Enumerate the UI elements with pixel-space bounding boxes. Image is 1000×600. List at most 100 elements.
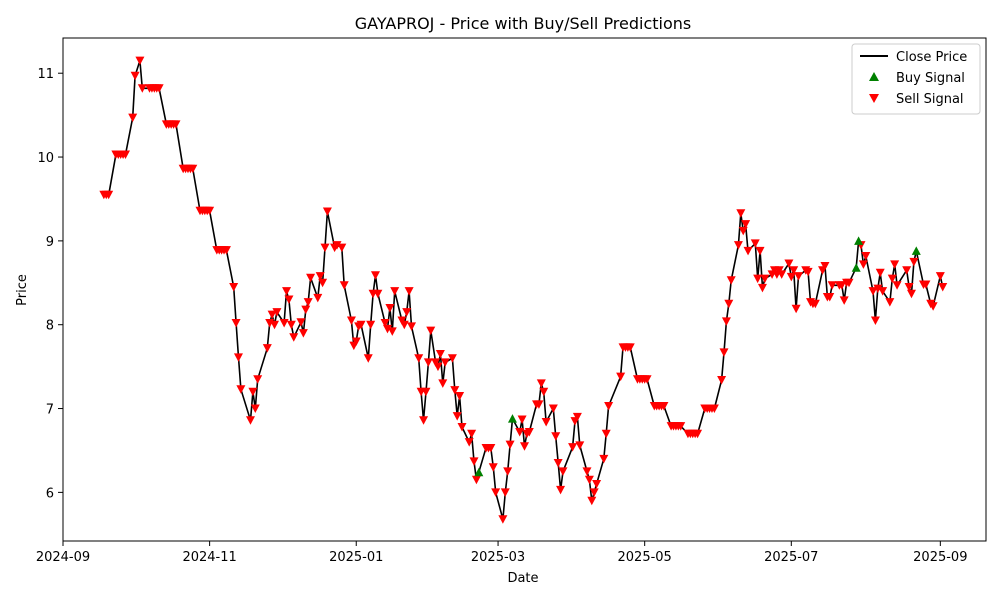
sell-signal-marker bbox=[599, 454, 609, 464]
legend-sell-signal-swatch bbox=[869, 94, 879, 103]
sell-signal-marker bbox=[755, 246, 765, 256]
sell-signal-marker bbox=[188, 164, 198, 174]
sell-signal-marker bbox=[366, 320, 376, 330]
sell-signal-marker bbox=[272, 308, 282, 317]
sell-signal-marker bbox=[120, 150, 130, 160]
sell-signal-marker bbox=[407, 322, 417, 331]
sell-signal-marker bbox=[130, 71, 140, 81]
sell-signal-marker bbox=[721, 317, 731, 326]
sell-signal-marker bbox=[137, 84, 147, 93]
sell-signal-marker bbox=[839, 296, 849, 305]
sell-signal-marker bbox=[592, 479, 602, 489]
sell-signal-marker bbox=[421, 387, 431, 397]
sell-signal-marker bbox=[515, 428, 525, 437]
x-axis: 2024-09 2024-11 2025-01 2025-03 2025-05 2025-… bbox=[36, 541, 967, 565]
sell-signal-marker bbox=[904, 282, 914, 292]
sell-signal-marker bbox=[245, 416, 255, 425]
sell-signal-marker bbox=[724, 299, 734, 309]
sell-signal-marker bbox=[380, 319, 390, 328]
sell-signal-marker bbox=[719, 348, 729, 357]
buy-signal-marker bbox=[851, 263, 861, 272]
sell-signal-marker bbox=[315, 272, 325, 281]
sell-signal-marker bbox=[301, 305, 311, 315]
sell-signal-marker bbox=[231, 319, 241, 328]
sell-signal-marker bbox=[447, 354, 457, 363]
x-tick-label: 2025-03 bbox=[471, 550, 525, 565]
sell-signal-marker bbox=[875, 268, 885, 278]
sell-signal-marker bbox=[820, 262, 830, 271]
sell-signal-marker bbox=[709, 404, 719, 414]
sell-signal-marker bbox=[861, 251, 871, 261]
x-tick-label: 2025-07 bbox=[764, 550, 818, 565]
sell-signal-marker bbox=[296, 318, 306, 327]
sell-signal-marker bbox=[789, 266, 799, 275]
sell-signal-marker bbox=[233, 353, 243, 362]
sell-signal-marker bbox=[589, 488, 599, 497]
sell-signal-marker bbox=[548, 404, 558, 414]
sell-signal-marker bbox=[205, 206, 215, 216]
sell-signal-marker bbox=[575, 441, 585, 450]
sell-signal-marker bbox=[551, 432, 561, 441]
sell-signal-marker bbox=[505, 440, 515, 450]
sell-signal-marker bbox=[471, 475, 481, 485]
sell-signal-marker bbox=[404, 287, 414, 296]
sell-signal-marker bbox=[844, 278, 854, 288]
sell-signal-marker bbox=[757, 283, 767, 293]
sell-signal-marker bbox=[491, 488, 501, 497]
sell-signal-marker bbox=[303, 298, 313, 307]
sell-signal-marker bbox=[741, 220, 751, 229]
sell-signal-marker bbox=[104, 190, 114, 200]
sell-signal-marker bbox=[885, 298, 895, 307]
y-tick-label: 7 bbox=[46, 403, 54, 418]
sell-signal-marker bbox=[601, 429, 611, 439]
sell-signal-marker bbox=[414, 354, 424, 363]
sell-signal-marker bbox=[457, 422, 467, 432]
chart-title: GAYAPROJ - Price with Buy/Sell Predictio… bbox=[355, 14, 692, 33]
sell-signal-marker bbox=[488, 463, 498, 472]
sell-signal-marker bbox=[382, 324, 392, 334]
sell-signal-marker bbox=[921, 280, 931, 289]
sell-signal-marker bbox=[154, 84, 164, 93]
x-tick-label: 2024-11 bbox=[182, 550, 236, 565]
sell-signal-marker bbox=[810, 299, 820, 309]
sell-signal-marker bbox=[440, 358, 450, 367]
sell-signal-marker bbox=[455, 391, 465, 401]
sell-signal-marker bbox=[423, 358, 433, 367]
sell-signal-marker bbox=[253, 375, 263, 384]
x-tick-label: 2025-09 bbox=[913, 550, 967, 565]
sell-signal-marker bbox=[539, 387, 549, 397]
sell-signal-marker bbox=[402, 308, 412, 317]
sell-signal-marker bbox=[909, 257, 919, 267]
sell-signal-marker bbox=[282, 287, 292, 296]
sell-signal-marker bbox=[572, 412, 582, 422]
sell-signal-marker bbox=[464, 438, 474, 447]
sell-signal-marker bbox=[306, 273, 316, 283]
x-tick-label: 2025-05 bbox=[618, 550, 672, 565]
sell-signal-marker bbox=[452, 412, 462, 421]
sell-signal-marker bbox=[587, 496, 597, 506]
y-axis: 6 7 8 9 10 11 bbox=[37, 67, 63, 501]
buy-signal-marker bbox=[474, 467, 484, 477]
sell-signal-marker bbox=[935, 272, 945, 281]
sell-signal-marker bbox=[878, 287, 888, 296]
sell-signal-marker bbox=[250, 404, 260, 414]
sell-signal-marker bbox=[794, 272, 804, 281]
plot-frame bbox=[62, 37, 987, 542]
sell-signal-marker bbox=[558, 467, 568, 476]
legend-buy-signal-swatch bbox=[869, 72, 879, 81]
sell-signal-marker bbox=[902, 266, 912, 275]
sell-signal-marker bbox=[351, 337, 361, 346]
sell-signal-marker bbox=[236, 385, 246, 394]
sell-signal-marker bbox=[868, 287, 878, 296]
sell-signal-marker bbox=[313, 293, 323, 303]
sell-signal-marker bbox=[399, 320, 409, 330]
buy-signal-marker bbox=[911, 246, 921, 255]
y-axis-label: Price bbox=[15, 274, 30, 306]
sell-signal-marker bbox=[928, 302, 938, 311]
sell-signal-marker bbox=[541, 417, 551, 427]
sell-signal-marker bbox=[827, 281, 837, 290]
sell-signal-marker bbox=[760, 274, 770, 284]
sell-signal-marker bbox=[693, 429, 703, 439]
sell-signal-marker bbox=[892, 281, 902, 290]
sell-signal-marker bbox=[469, 457, 479, 466]
